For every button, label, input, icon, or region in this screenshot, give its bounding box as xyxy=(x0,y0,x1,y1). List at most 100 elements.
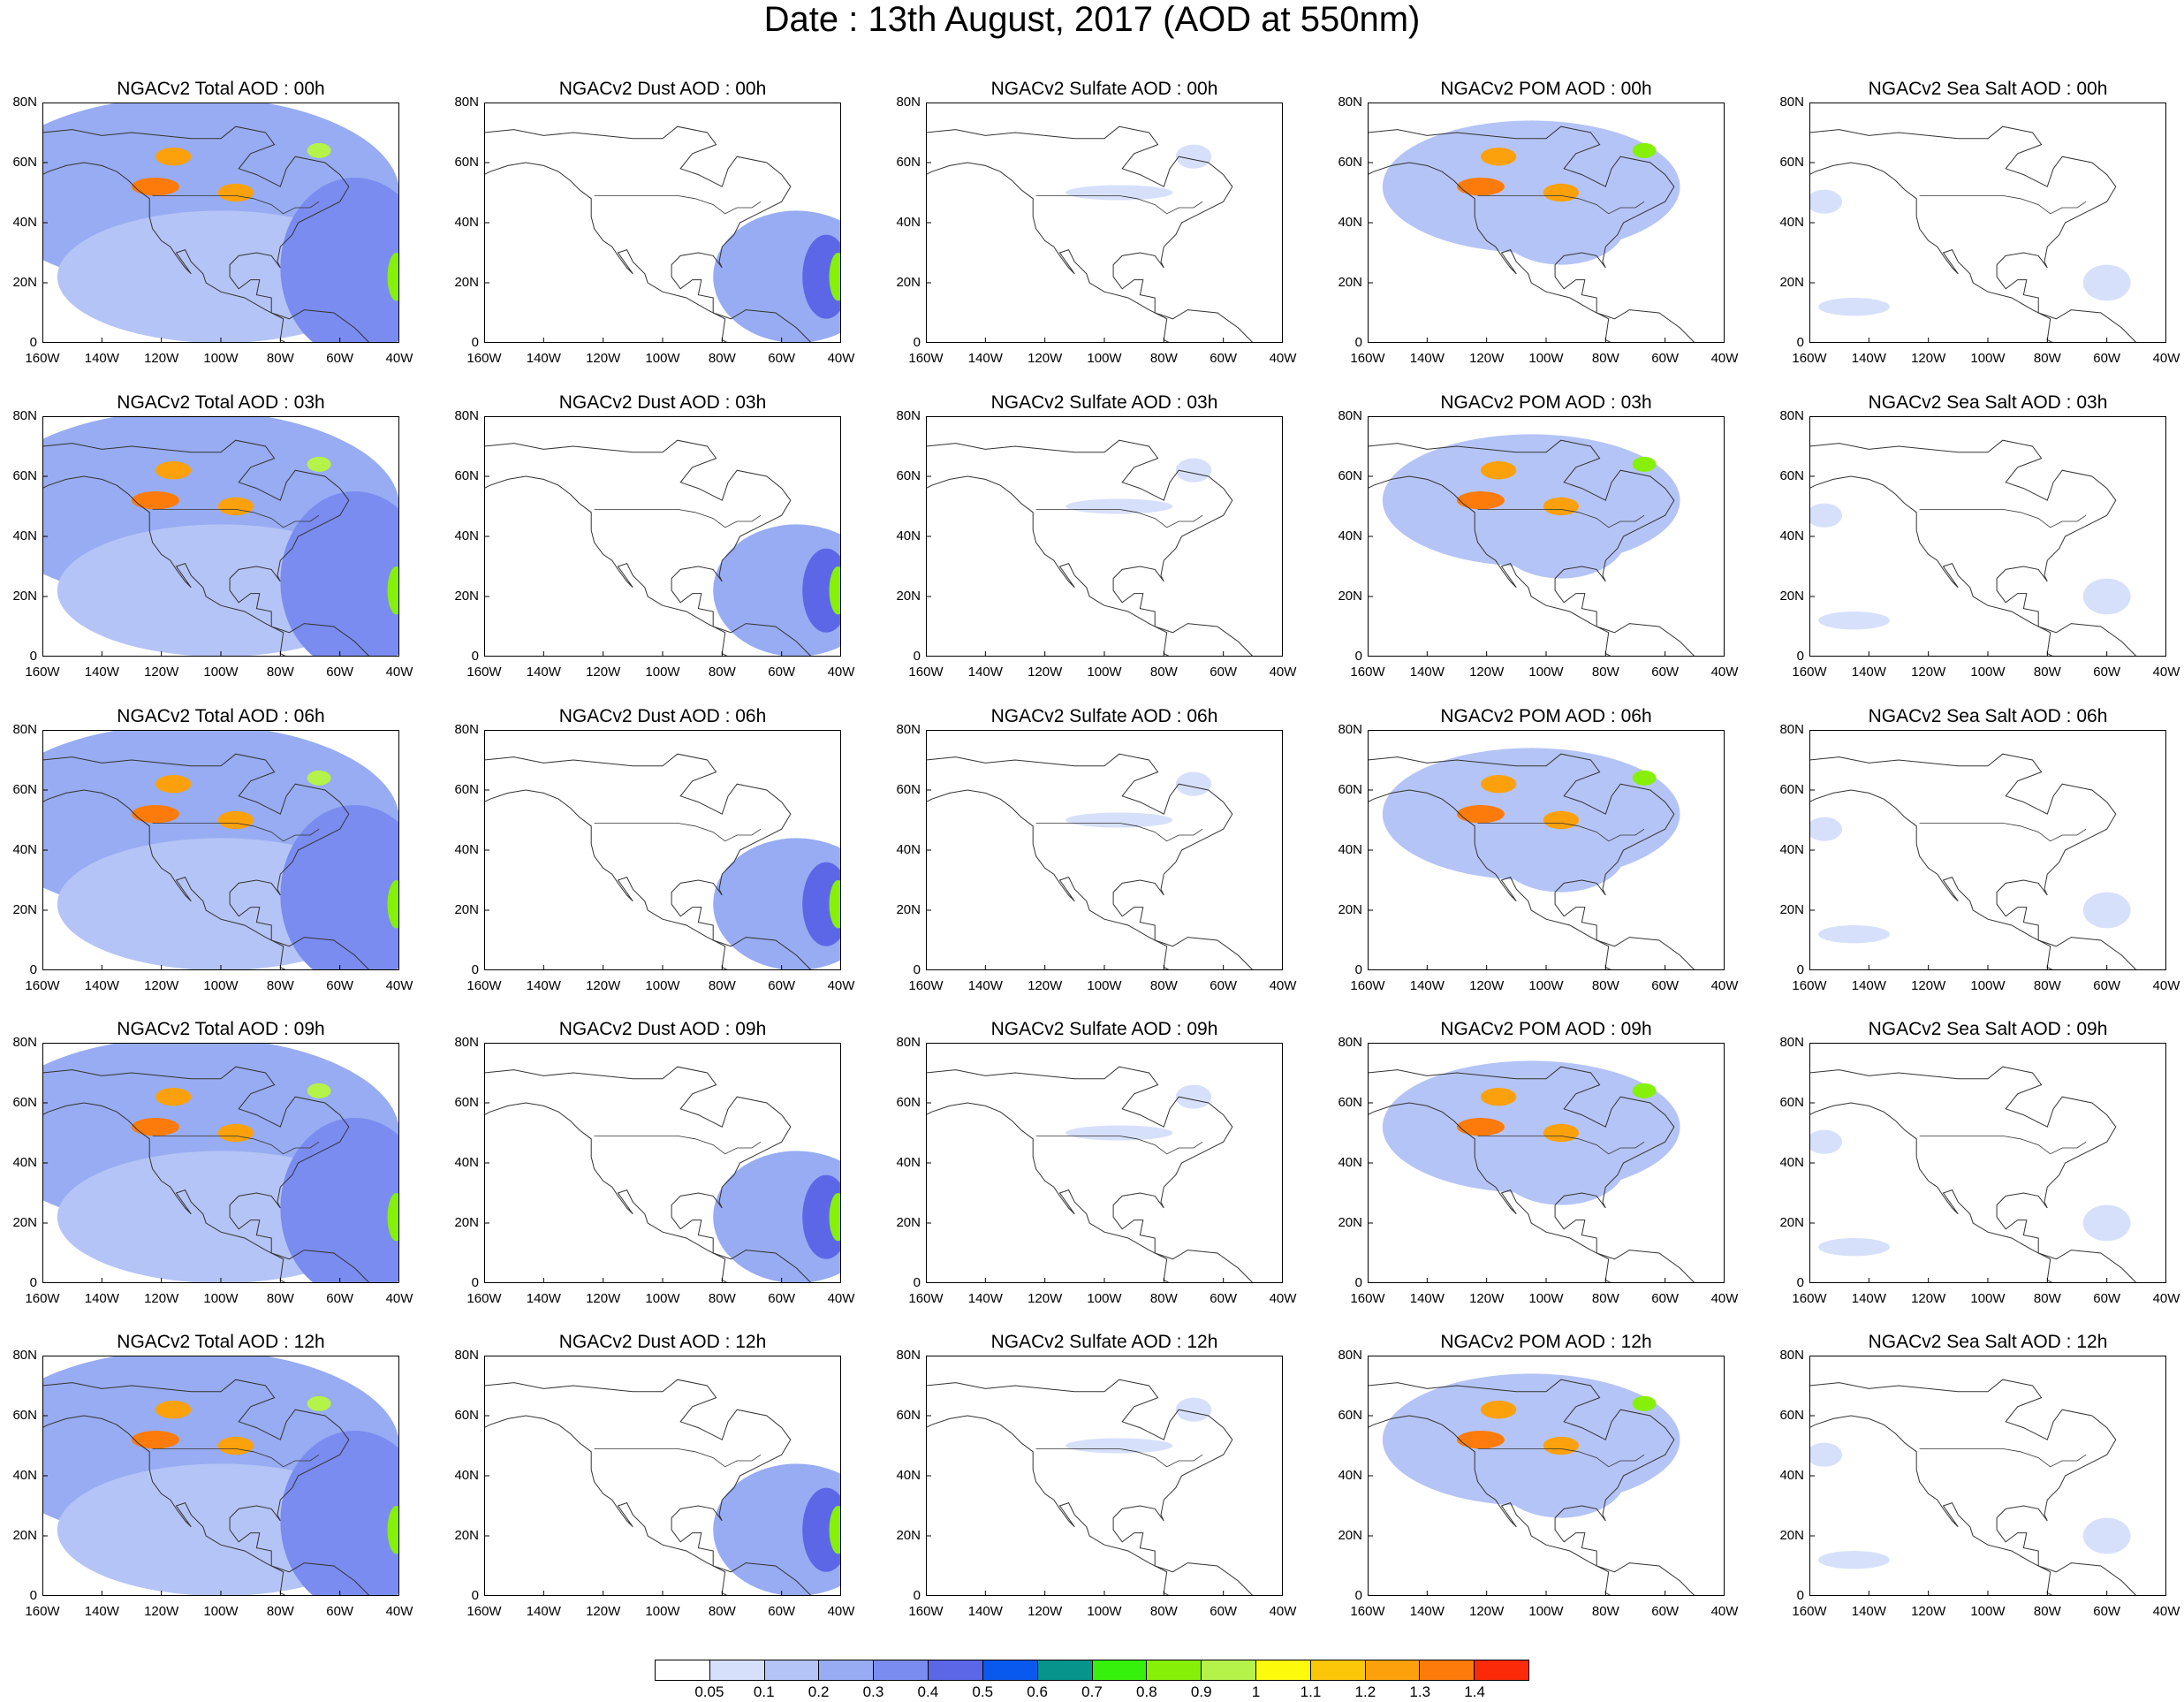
lat-tick-label: 40N xyxy=(896,215,921,230)
aod-blob xyxy=(1065,1125,1173,1141)
lat-tick-label: 20N xyxy=(1779,1215,1804,1230)
lat-tick-label: 40N xyxy=(454,1468,479,1483)
lat-tick-label: 80N xyxy=(1338,1348,1362,1363)
lon-tick-label: 140W xyxy=(1409,665,1445,680)
map-panel-total: NGACv2 Total AOD : 09h 80N 60N 40N 20N 0 160W 1… xyxy=(0,1018,442,1331)
lat-tick-label: 80N xyxy=(12,408,37,423)
colorbar-label: 0.4 xyxy=(917,1683,939,1700)
map-canvas xyxy=(484,1356,841,1596)
lat-tick-label: 40N xyxy=(12,215,37,230)
lon-tick-label: 160W xyxy=(466,665,502,680)
aod-map xyxy=(1809,1043,2166,1283)
lat-tick-label: 60N xyxy=(454,155,479,170)
lon-tick-label: 120W xyxy=(586,351,621,366)
lat-tick-label: 0 xyxy=(913,1588,921,1603)
lat-tick-label: 0 xyxy=(29,962,37,977)
map-canvas xyxy=(1809,103,2166,343)
aod-blob xyxy=(1175,771,1212,796)
map-canvas xyxy=(1368,103,1725,343)
aod-map xyxy=(926,1356,1283,1596)
lon-tick-label: 100W xyxy=(1528,351,1564,366)
lon-tick-label: 120W xyxy=(1028,665,1063,680)
aod-map xyxy=(1809,103,2166,343)
aod-map xyxy=(1368,1356,1725,1596)
lon-tick-label: 140W xyxy=(967,665,1003,680)
coastline xyxy=(1368,162,1612,343)
country-border xyxy=(1477,1448,1645,1468)
lon-tick-label: 140W xyxy=(84,1604,119,1619)
coastline xyxy=(1809,439,2137,657)
colorbar-swatch xyxy=(1037,1660,1093,1680)
aod-blob xyxy=(132,805,179,824)
map-canvas xyxy=(926,103,1283,343)
lon-tick-label: 120W xyxy=(1469,1291,1505,1306)
lon-tick-label: 60W xyxy=(1651,1291,1680,1306)
aod-blob xyxy=(1457,1118,1505,1136)
lat-tick-label: 80N xyxy=(454,1348,479,1363)
colorbar-swatch xyxy=(1092,1660,1148,1680)
aod-blob xyxy=(829,1506,841,1554)
panel-title: NGACv2 Dust AOD : 00h xyxy=(558,79,767,99)
aod-blob xyxy=(1457,1431,1505,1449)
lon-tick-label: 40W xyxy=(827,1291,855,1306)
map-panel-pom: NGACv2 POM AOD : 00h 80N 60N 40N 20N 0 160W 140… xyxy=(1325,78,1767,391)
lat-tick-label: 80N xyxy=(12,1035,37,1050)
panel-title: NGACv2 Total AOD : 09h xyxy=(117,1019,325,1039)
colorbar-label: 0.05 xyxy=(694,1683,724,1700)
lon-tick-label: 60W xyxy=(1651,351,1680,366)
map-canvas xyxy=(42,1043,399,1283)
country-border xyxy=(1035,823,1203,842)
lon-tick-label: 80W xyxy=(1149,665,1178,680)
figure-title: Date : 13th August, 2017 (AOD at 550nm) xyxy=(763,0,1421,39)
lon-tick-label: 140W xyxy=(84,978,119,993)
lat-tick-label: 80N xyxy=(1779,408,1804,423)
lat-tick-label: 20N xyxy=(896,275,921,290)
aod-blob xyxy=(1495,1433,1627,1518)
lat-tick-label: 80N xyxy=(1338,1035,1362,1050)
lon-tick-label: 160W xyxy=(1792,978,1827,993)
lat-tick-label: 0 xyxy=(29,649,37,664)
aod-blob xyxy=(1632,456,1657,472)
map-canvas xyxy=(1368,730,1725,970)
lat-tick-label: 80N xyxy=(454,722,479,737)
map-canvas xyxy=(42,416,399,657)
lon-tick-label: 40W xyxy=(1269,351,1297,366)
lon-tick-label: 40W xyxy=(1710,978,1739,993)
aod-blob xyxy=(132,491,179,510)
lat-tick-label: 0 xyxy=(29,335,37,350)
lon-tick-label: 60W xyxy=(1210,1604,1238,1619)
coastline xyxy=(926,475,1171,657)
aod-map xyxy=(926,1043,1283,1283)
lon-tick-label: 140W xyxy=(526,351,561,366)
lat-tick-label: 80N xyxy=(12,1348,37,1363)
lon-tick-label: 60W xyxy=(768,1291,796,1306)
lon-tick-label: 100W xyxy=(203,665,239,680)
lon-tick-label: 40W xyxy=(1269,1291,1297,1306)
aod-blob xyxy=(217,810,254,830)
lon-tick-label: 80W xyxy=(1591,1604,1619,1619)
aod-blob xyxy=(829,253,841,301)
colorbar-label: 1.4 xyxy=(1464,1683,1485,1700)
aod-blob xyxy=(1818,612,1890,630)
lat-tick-label: 40N xyxy=(12,528,37,543)
aod-blob xyxy=(1543,1436,1580,1455)
lat-tick-label: 60N xyxy=(454,468,479,483)
lat-tick-label: 0 xyxy=(913,1275,921,1290)
country-border xyxy=(1035,1448,1203,1468)
lon-tick-label: 100W xyxy=(203,978,239,993)
lon-tick-label: 40W xyxy=(385,1291,413,1306)
lat-tick-label: 60N xyxy=(896,1408,921,1423)
colorbar-label: 0.1 xyxy=(753,1683,775,1700)
map-panel-dust: NGACv2 Dust AOD : 00h 80N 60N 40N 20N 0 160W 14… xyxy=(442,78,883,391)
coastline xyxy=(484,1066,812,1283)
colorbar-label: 1.2 xyxy=(1354,1683,1376,1700)
lat-tick-label: 40N xyxy=(454,842,479,857)
lon-tick-label: 140W xyxy=(84,351,119,366)
map-panel-seasalt: NGACv2 Sea Salt AOD : 03h 80N 60N 40N 20N 0 16… xyxy=(1767,391,2184,704)
lon-tick-label: 100W xyxy=(1087,351,1122,366)
lon-tick-label: 40W xyxy=(1710,1291,1739,1306)
lat-tick-label: 20N xyxy=(454,275,479,290)
country-border xyxy=(1919,195,2087,215)
lat-tick-label: 0 xyxy=(1354,1275,1362,1290)
